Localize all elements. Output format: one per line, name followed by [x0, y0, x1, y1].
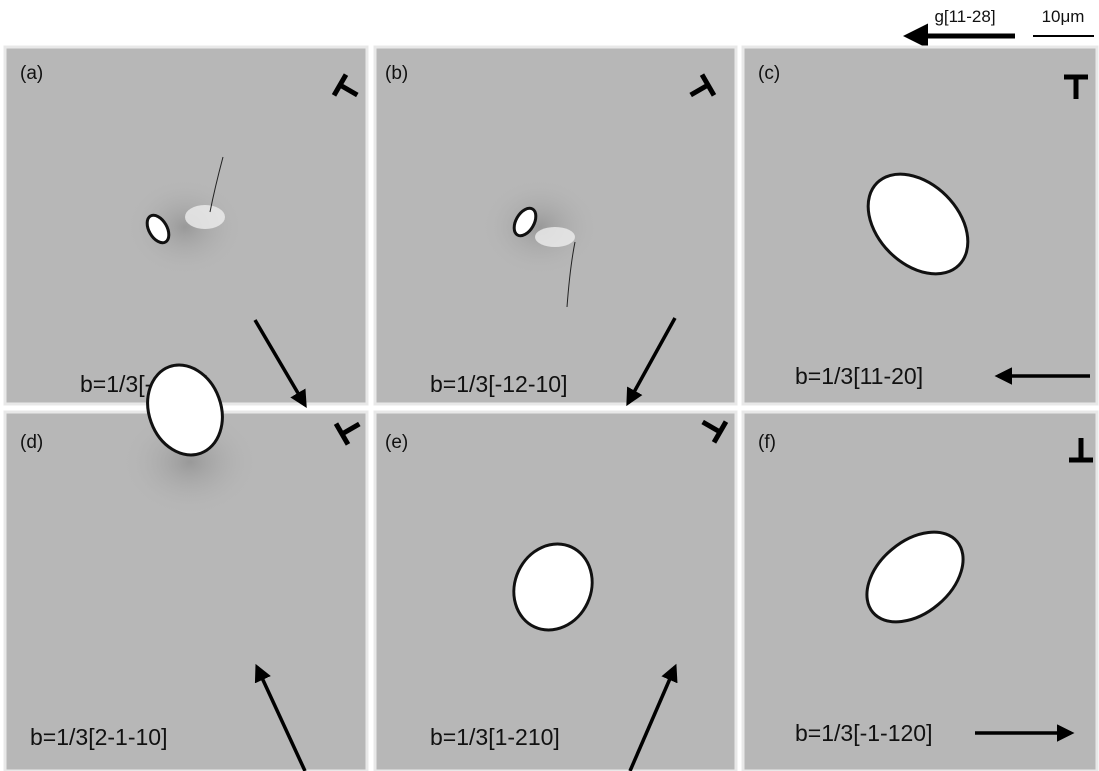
panel-label: (c)	[758, 63, 780, 84]
g-vector-label: g[11-28]	[934, 7, 995, 26]
panel: (d) b=1/3[2-1-10]	[5, 354, 367, 771]
scale-bar-label: 10μm	[1042, 7, 1085, 26]
burgers-vector: b=1/3[-1-120]	[795, 720, 932, 746]
panel: (c) b=1/3[11-20]	[743, 47, 1097, 404]
figure: g[11-28] 10μm (a) b=1/3[-2110] (b) b=1/3…	[0, 0, 1099, 771]
burgers-vector: b=1/3[11-20]	[795, 363, 923, 389]
burgers-vector: b=1/3[2-1-10]	[30, 724, 167, 750]
panel-label: (e)	[385, 432, 408, 453]
panel: (f) b=1/3[-1-120]	[743, 412, 1097, 771]
panel-label: (d)	[20, 432, 43, 453]
panel: (e) b=1/3[1-210]	[375, 412, 736, 771]
panel-label: (f)	[758, 432, 776, 453]
panel: (a) b=1/3[-2110]	[5, 47, 367, 405]
panel: (b) b=1/3[-12-10]	[375, 47, 736, 404]
burgers-vector: b=1/3[1-210]	[430, 724, 560, 750]
burgers-vector: b=1/3[-12-10]	[430, 371, 567, 397]
panel-label: (a)	[20, 63, 43, 84]
panel-label: (b)	[385, 63, 408, 84]
